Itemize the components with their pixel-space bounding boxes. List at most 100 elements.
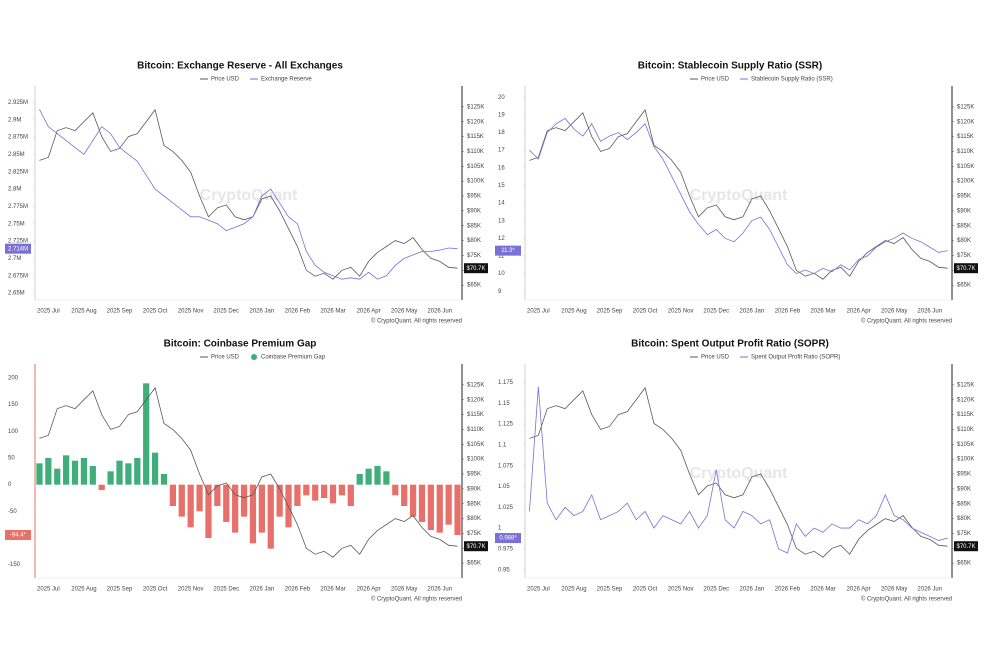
x-tick-label: 2025 Oct xyxy=(633,587,658,593)
x-tick-label: 2026 Jun xyxy=(917,587,942,593)
x-tick-label: 2025 Sep xyxy=(597,587,623,593)
watermark: CryptoQuant xyxy=(690,465,788,482)
y-tick-label: 0.975 xyxy=(498,546,514,552)
y-tick-label: 17 xyxy=(498,148,505,154)
x-tick-label: 2025 Oct xyxy=(143,309,168,315)
y-tick-label: 2.925M xyxy=(8,100,28,106)
y2-tick-label: $80K xyxy=(957,516,971,522)
bar xyxy=(89,466,96,485)
y2-tick-label: $95K xyxy=(467,194,481,200)
y2-tick-label: $100K xyxy=(957,457,974,463)
source-note: © CryptoQuant. All rights reserved xyxy=(861,318,952,325)
y2-tick-label: $95K xyxy=(467,472,481,478)
y-tick-label: 16 xyxy=(498,165,505,171)
y2-tick-label: $90K xyxy=(957,486,971,492)
bar xyxy=(169,484,176,506)
y2-tick-label: $115K xyxy=(467,412,484,418)
price-tag: $70.7K xyxy=(466,266,485,272)
x-tick-label: 2025 Aug xyxy=(561,309,586,315)
x-tick-label: 2025 Sep xyxy=(107,309,133,315)
y-tick-label: 14 xyxy=(498,201,505,207)
bar xyxy=(71,460,79,485)
y2-tick-label: $85K xyxy=(957,223,971,229)
bar xyxy=(196,484,203,512)
x-tick-label: 2025 Dec xyxy=(703,587,729,593)
y2-tick-label: $65K xyxy=(957,561,971,567)
x-tick-label: 2025 Jul xyxy=(527,309,550,315)
price-tag: $70.7K xyxy=(956,266,975,272)
x-tick-label: 2026 Feb xyxy=(775,309,801,315)
source-note: © CryptoQuant. All rights reserved xyxy=(371,596,462,603)
y2-tick-label: $100K xyxy=(467,179,484,185)
y2-tick-label: $125K xyxy=(957,382,974,388)
legend-label: Price USD xyxy=(211,77,240,83)
y2-tick-label: $110K xyxy=(467,149,484,155)
y2-tick-label: $105K xyxy=(957,442,974,448)
series-line xyxy=(39,109,458,280)
chart-title: Bitcoin: Spent Output Profit Ratio (SOPR… xyxy=(631,339,829,350)
x-tick-label: 2025 Aug xyxy=(71,587,96,593)
y-tick-label: 2.775M xyxy=(8,204,28,210)
x-tick-label: 2026 Apr xyxy=(357,309,381,315)
bar xyxy=(312,484,319,501)
y2-tick-label: $120K xyxy=(957,119,974,125)
bar xyxy=(445,484,452,525)
legend-swatch xyxy=(251,354,258,360)
x-tick-label: 2025 Dec xyxy=(213,587,239,593)
y-tick-label: 2.8M xyxy=(8,187,21,193)
y2-tick-label: $85K xyxy=(467,501,481,507)
legend-label: Coinbase Premium Gap xyxy=(261,355,326,361)
y-tick-label: 1.125 xyxy=(498,422,514,428)
y2-tick-label: $85K xyxy=(467,223,481,229)
x-tick-label: 2025 Aug xyxy=(71,309,96,315)
y2-tick-label: $80K xyxy=(957,238,971,244)
bar xyxy=(392,484,399,496)
bar xyxy=(80,458,88,485)
y-tick-label: -50 xyxy=(8,509,17,515)
source-note: © CryptoQuant. All rights reserved xyxy=(861,596,952,603)
chart-panel: Bitcoin: Stablecoin Supply Ratio (SSR) Cr… xyxy=(495,61,978,325)
bar xyxy=(160,474,168,485)
value-tag-bg xyxy=(5,530,31,541)
x-tick-label: 2025 Sep xyxy=(597,309,623,315)
y-tick-label: 100 xyxy=(8,429,19,435)
y2-tick-label: $105K xyxy=(467,164,484,170)
x-tick-label: 2026 Jan xyxy=(739,587,764,593)
bar xyxy=(240,484,248,517)
chart-panel: Bitcoin: Coinbase Premium Gap Price USD Co… xyxy=(5,339,488,603)
y2-tick-label: $125K xyxy=(467,382,484,388)
value-tag-bg xyxy=(495,245,521,256)
x-tick-label: 2026 Mar xyxy=(810,587,835,593)
bar xyxy=(267,484,274,549)
price-tag-bg xyxy=(464,263,488,274)
watermark: CryptoQuant xyxy=(200,187,298,204)
x-tick-label: 2025 Oct xyxy=(143,587,168,593)
bar xyxy=(258,484,265,533)
x-tick-label: 2026 Feb xyxy=(775,587,801,593)
bar xyxy=(374,466,381,485)
y-tick-label: 2.675M xyxy=(8,273,28,279)
x-tick-label: 2026 Jun xyxy=(427,587,452,593)
y2-tick-label: $125K xyxy=(467,104,484,110)
bar xyxy=(54,468,61,485)
y2-tick-label: $65K xyxy=(467,561,481,567)
y-tick-label: 19 xyxy=(498,112,505,118)
value-tag: 2.714M xyxy=(8,246,28,252)
bar xyxy=(205,484,212,538)
y-tick-label: 150 xyxy=(8,402,19,408)
chart-title: Bitcoin: Exchange Reserve - All Exchange… xyxy=(137,61,343,72)
y2-tick-label: $115K xyxy=(467,134,484,140)
x-tick-label: 2026 Mar xyxy=(320,309,345,315)
y2-tick-label: $65K xyxy=(957,283,971,289)
y-tick-label: 0.95 xyxy=(498,567,510,573)
bar xyxy=(125,463,132,485)
x-tick-label: 2026 May xyxy=(881,309,907,315)
bar xyxy=(232,484,239,533)
x-tick-label: 2025 Oct xyxy=(633,309,658,315)
bar xyxy=(223,484,230,522)
x-tick-label: 2025 Nov xyxy=(178,309,204,315)
y-tick-label: 2.725M xyxy=(8,239,28,245)
y2-tick-label: $80K xyxy=(467,516,481,522)
chart-title: Bitcoin: Coinbase Premium Gap xyxy=(164,339,317,350)
